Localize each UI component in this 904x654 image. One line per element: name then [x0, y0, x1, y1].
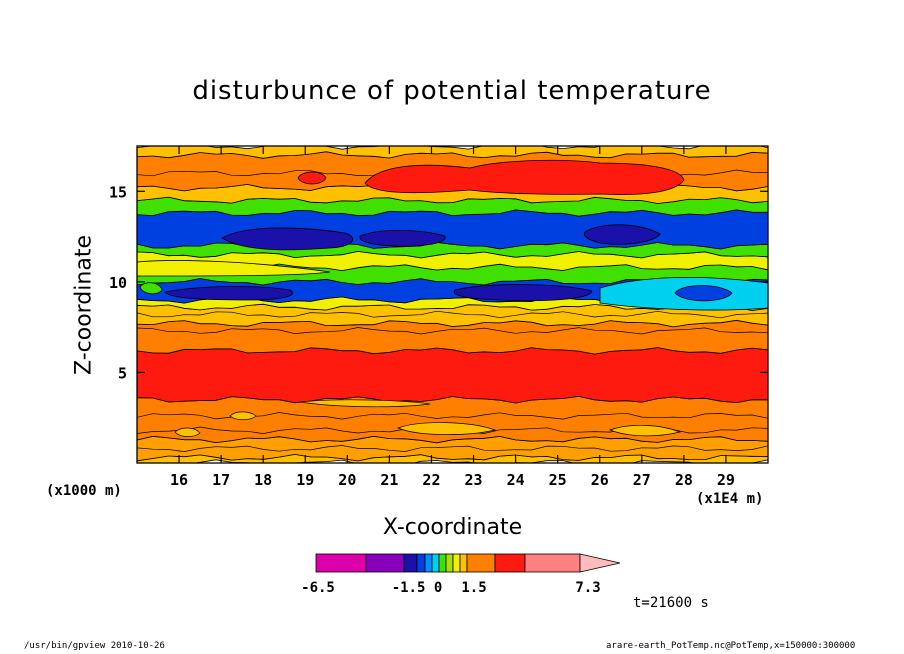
- y-tick-label: 15: [109, 183, 127, 201]
- x-tick-label: 29: [717, 471, 735, 489]
- orange-patch-bottom-3: [397, 422, 497, 435]
- colorbar-swatch: [431, 553, 440, 573]
- x-tick-label: 22: [422, 471, 440, 489]
- colorbar-label: -1.5 0: [392, 580, 443, 596]
- plot-frame: [136, 145, 769, 464]
- x-tick-label: 16: [170, 471, 188, 489]
- contour-line: [137, 412, 768, 420]
- orange-patch-bottom-4: [609, 424, 682, 437]
- colorbar-swatch: [466, 553, 496, 573]
- colorbar-label: 1.5: [461, 580, 486, 596]
- contour-band: [137, 453, 768, 463]
- contour-band: [137, 303, 768, 328]
- orange-strip-upper: [299, 399, 431, 408]
- contour-band: [137, 250, 768, 272]
- contour-line: [137, 445, 768, 452]
- colorbar-swatch: [416, 553, 426, 573]
- contour-band: [137, 319, 768, 355]
- x-tick-label: 28: [675, 471, 693, 489]
- colorbar-swatch: [315, 553, 367, 573]
- contour-band: [137, 395, 768, 444]
- x-tick-label: 18: [254, 471, 272, 489]
- colorbar-label: 7.3: [575, 580, 600, 596]
- y-tick-label: 10: [109, 274, 127, 292]
- contour-band: [137, 151, 768, 192]
- contour-band: [137, 241, 768, 259]
- x-tick-label: 17: [212, 471, 230, 489]
- colorbar-swatch: [459, 553, 468, 573]
- cyan-lobe-lower: [599, 277, 768, 311]
- x-axis-label: X-coordinate: [382, 515, 523, 540]
- colorbar-swatch: [452, 553, 461, 573]
- x-tick-label: 21: [380, 471, 398, 489]
- colorbar-swatch: [424, 553, 433, 573]
- contour-band: [137, 278, 768, 304]
- x-tick-label: 23: [465, 471, 483, 489]
- y-ticks: 5 10 15: [109, 183, 768, 382]
- colorbar-label: -6.5: [301, 580, 335, 596]
- contour-band: [137, 435, 768, 462]
- colorbar-swatch: [438, 553, 447, 573]
- x-tick-label: 25: [549, 471, 567, 489]
- x-tick-label: 26: [591, 471, 609, 489]
- contour-bands: [137, 146, 768, 463]
- x-scale-label: (x1E4 m): [696, 491, 764, 507]
- x-tick-label: 24: [507, 471, 525, 489]
- colorbar-arrow: [579, 553, 621, 573]
- contour-band: [137, 196, 768, 217]
- x-tick-label: 27: [633, 471, 651, 489]
- red-cell-small: [297, 171, 327, 185]
- y-tick-label: 5: [118, 364, 127, 382]
- contour-band: [137, 347, 768, 404]
- contour-band: [137, 183, 768, 204]
- contour-band: [137, 263, 768, 286]
- contour-band: [137, 209, 768, 250]
- footer-left: /usr/bin/gpview 2010-10-26: [24, 641, 165, 651]
- colorbar-swatch: [365, 553, 405, 573]
- navy-core-upper-3: [583, 224, 661, 245]
- colorbar-swatch: [524, 553, 581, 573]
- colorbar-swatch: [494, 553, 526, 573]
- x-unit-label: (x1000 m): [46, 483, 122, 499]
- contour-line: [137, 169, 768, 177]
- red-cell-upper: [364, 159, 685, 195]
- purple-core-lower: [164, 286, 293, 301]
- orange-patch-bottom-2: [174, 427, 201, 437]
- contour-line: [137, 310, 768, 319]
- x-tick-label: 20: [338, 471, 356, 489]
- contour-line: [137, 426, 768, 434]
- colorbar-swatch: [445, 553, 454, 573]
- colorbar-swatch: [403, 553, 418, 573]
- x-tick-label: 19: [296, 471, 314, 489]
- navy-core-lower-2: [453, 284, 593, 302]
- chart-title: disturbunce of potential temperature: [192, 76, 712, 106]
- contour-features: [137, 159, 768, 437]
- yellow-band-upper-left: [137, 260, 331, 277]
- y-axis-label: Z-coordinate: [71, 235, 97, 375]
- contour-band: [137, 146, 768, 159]
- contour-band: [137, 296, 768, 311]
- blue-core-cyan-lobe: [674, 285, 733, 302]
- orange-patch-bottom: [229, 411, 257, 421]
- colorbar: -6.5 -1.5 0 1.5 7.3: [301, 553, 621, 596]
- contour-line: [137, 327, 768, 335]
- footer-right: arare-earth_PotTemp.nc@PotTemp,x=150000:…: [606, 641, 856, 651]
- time-label: t=21600 s: [633, 595, 709, 611]
- navy-core-upper-2: [359, 229, 446, 247]
- navy-core-upper-1: [221, 227, 354, 251]
- x-ticks: 16 17 18 19 20 21 22 23 24 25 26 27 28 29: [170, 146, 735, 489]
- green-patch-left: [139, 282, 163, 295]
